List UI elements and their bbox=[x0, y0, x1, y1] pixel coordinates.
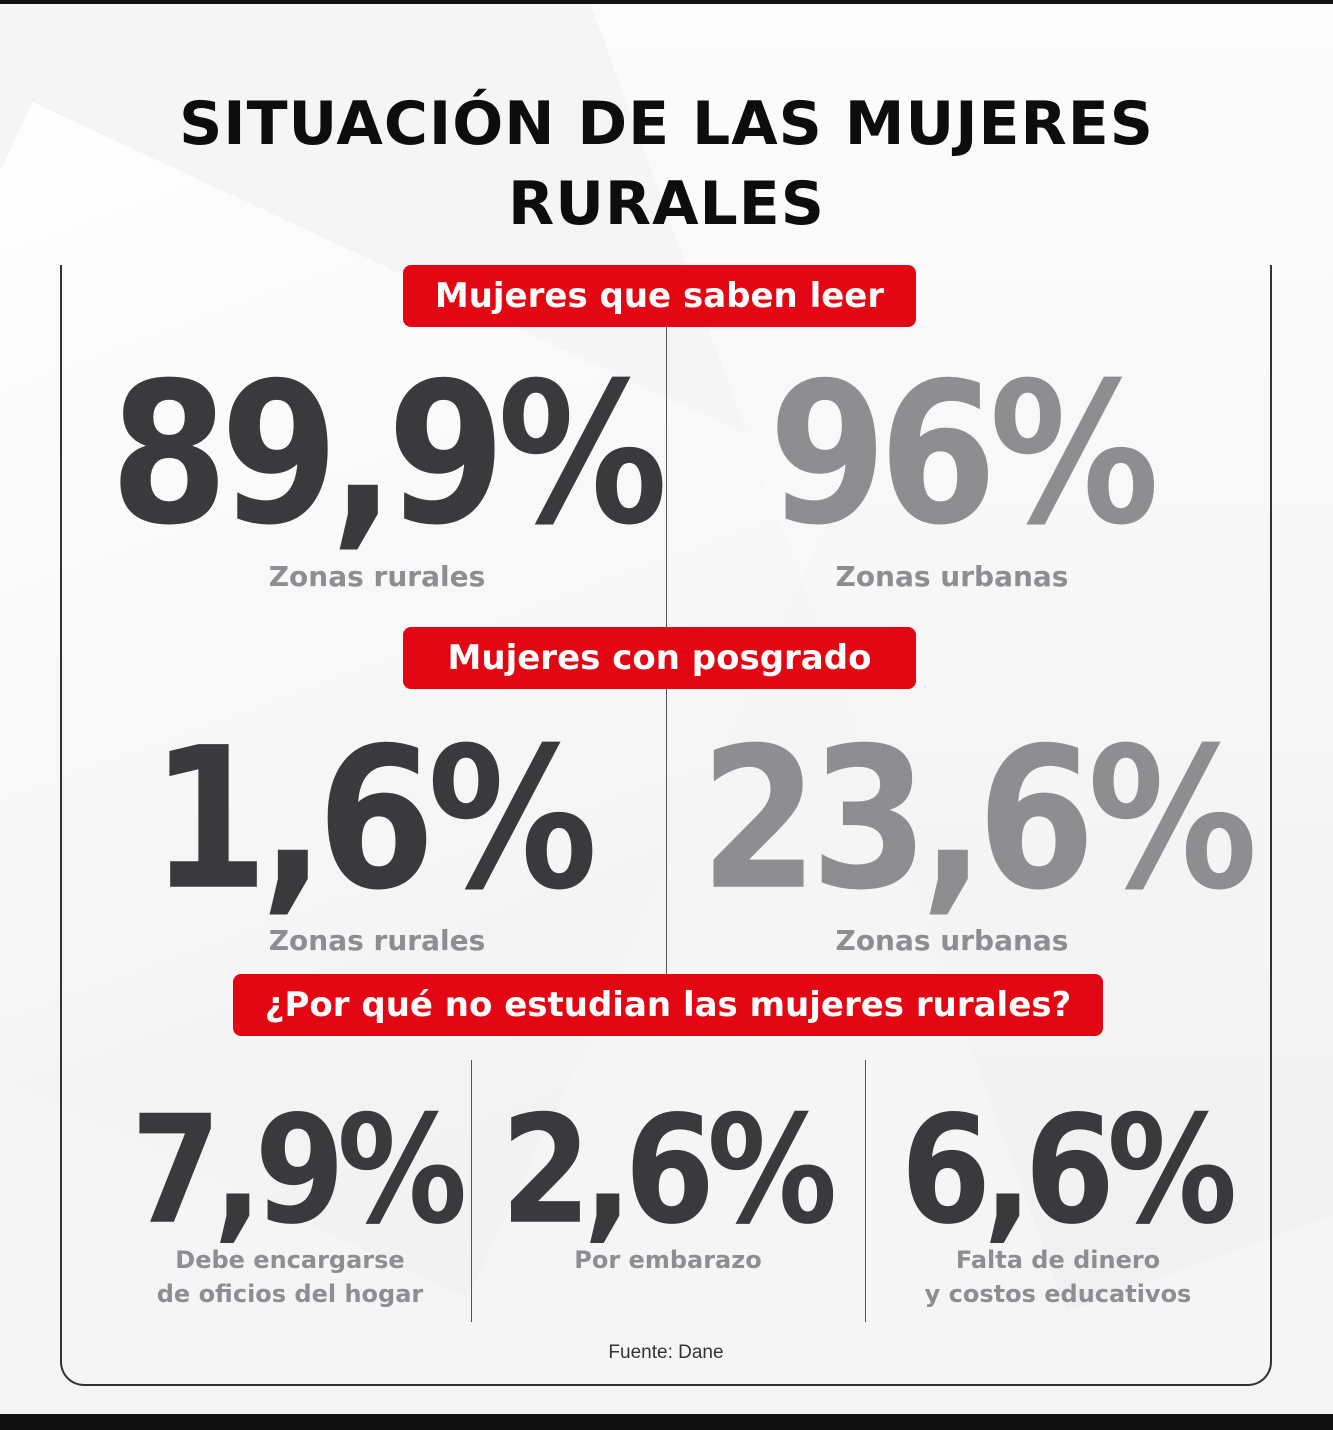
stat-value-postgrad-rural: 1,6% bbox=[150, 706, 597, 934]
stat-label-reason-pregnancy: Por embarazo bbox=[574, 1246, 762, 1274]
section-heading-reading: Mujeres que saben leer bbox=[403, 265, 916, 327]
stat-label-reason-household-line2: de oficios del hogar bbox=[156, 1280, 424, 1308]
divider-vertical bbox=[666, 689, 667, 974]
stat-label-postgrad-urban: Zonas urbanas bbox=[835, 924, 1069, 957]
bottom-border bbox=[0, 1414, 1333, 1430]
page-title: SITUACIÓN DE LAS MUJERES RURALES bbox=[179, 89, 1154, 239]
stat-label-reason-money-line1: Falta de dinero bbox=[955, 1246, 1161, 1274]
stat-label-reason-money-line2: y costos educativos bbox=[924, 1280, 1192, 1308]
stat-label-reading-rural: Zonas rurales bbox=[268, 560, 486, 593]
content-frame bbox=[60, 265, 1272, 1386]
stat-label-reading-urban: Zonas urbanas bbox=[835, 560, 1069, 593]
stat-label-postgrad-rural: Zonas rurales bbox=[268, 924, 486, 957]
divider-vertical bbox=[471, 1060, 472, 1322]
stat-value-reading-rural: 89,9% bbox=[110, 341, 668, 569]
stat-value-reason-money: 6,6% bbox=[900, 1082, 1238, 1258]
divider-vertical bbox=[865, 1060, 866, 1322]
source-note: Fuente: Dane bbox=[608, 1342, 724, 1363]
section-heading-postgrad: Mujeres con posgrado bbox=[403, 627, 916, 689]
stat-value-reason-household: 7,9% bbox=[130, 1082, 468, 1258]
stat-value-reason-pregnancy: 2,6% bbox=[500, 1082, 838, 1258]
divider-vertical bbox=[666, 327, 667, 627]
stat-value-postgrad-urban: 23,6% bbox=[700, 706, 1258, 934]
stat-value-reading-urban: 96% bbox=[768, 341, 1160, 569]
section-heading-reasons: ¿Por qué no estudian las mujeres rurales… bbox=[233, 974, 1103, 1036]
stat-label-reason-household-line1: Debe encargarse bbox=[175, 1246, 405, 1274]
top-border bbox=[0, 0, 1333, 4]
